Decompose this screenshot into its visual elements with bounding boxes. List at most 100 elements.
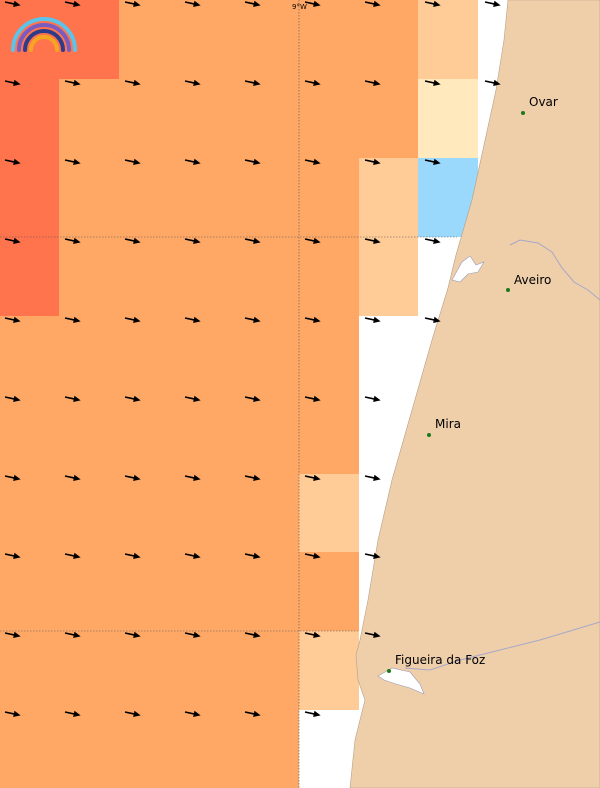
direction-arrow-icon — [364, 79, 381, 87]
direction-arrow-icon — [124, 552, 141, 560]
forecast-cell — [59, 79, 119, 158]
forecast-cell — [418, 79, 478, 158]
direction-arrow-icon — [304, 474, 321, 482]
direction-arrow-icon — [4, 158, 21, 166]
direction-arrow-icon — [124, 631, 141, 639]
direction-arrow-icon — [304, 710, 321, 718]
forecast-cell — [299, 316, 359, 395]
place-label: Figueira da Foz — [395, 653, 485, 667]
forecast-cell — [418, 0, 478, 79]
direction-arrow-icon — [124, 474, 141, 482]
direction-arrow-icon — [4, 710, 21, 718]
forecast-cell — [359, 0, 418, 79]
forecast-cell — [239, 158, 299, 237]
direction-arrow-icon — [244, 631, 261, 639]
forecast-cell — [179, 316, 239, 395]
forecast-cell — [299, 395, 359, 474]
place-mira: Mira — [427, 417, 461, 437]
direction-arrow-icon — [184, 552, 201, 560]
district-border — [404, 621, 600, 671]
forecast-cell — [59, 474, 119, 552]
forecast-cell — [59, 395, 119, 474]
direction-arrow-icon — [364, 474, 381, 482]
forecast-cell — [359, 237, 418, 316]
forecast-cell — [119, 79, 179, 158]
direction-arrow-icon — [64, 474, 81, 482]
place-aveiro: Aveiro — [506, 273, 551, 292]
graticule-label: 9°W — [292, 3, 307, 11]
forecast-cell — [59, 0, 119, 79]
forecast-cell — [239, 631, 299, 710]
direction-arrow-icon — [304, 631, 321, 639]
forecast-cell — [119, 710, 179, 788]
forecast-cell — [0, 79, 59, 158]
direction-arrow-icon — [244, 158, 261, 166]
direction-arrow-icon — [4, 395, 21, 403]
forecast-cell — [299, 552, 359, 631]
direction-arrow-icon — [64, 552, 81, 560]
place-ovar: Ovar — [521, 95, 558, 115]
forecast-cell — [0, 316, 59, 395]
forecast-cell — [59, 237, 119, 316]
direction-arrow-icon — [244, 710, 261, 718]
direction-arrow-icon — [304, 395, 321, 403]
direction-arrow-icon — [184, 158, 201, 166]
direction-arrow-icon — [244, 0, 261, 8]
aveiro-lagoon — [451, 255, 485, 283]
forecast-cell — [0, 474, 59, 552]
forecast-cell — [299, 237, 359, 316]
place-marker — [506, 288, 510, 292]
direction-arrow-icon — [64, 237, 81, 245]
direction-arrow-icon — [244, 79, 261, 87]
direction-arrow-icon — [4, 631, 21, 639]
forecast-cell — [239, 710, 299, 788]
forecast-cell — [119, 0, 179, 79]
forecast-cell — [119, 316, 179, 395]
forecast-cell — [59, 710, 119, 788]
direction-arrow-icon — [244, 552, 261, 560]
forecast-cell — [0, 237, 59, 316]
forecast-cell — [299, 474, 359, 552]
direction-arrow-icon — [364, 316, 381, 324]
forecast-cell — [0, 158, 59, 237]
direction-arrow-icon — [184, 316, 201, 324]
forecast-cell — [0, 552, 59, 631]
direction-arrow-icon — [124, 158, 141, 166]
direction-arrow-icon — [244, 395, 261, 403]
forecast-cell — [179, 395, 239, 474]
forecast-cell — [179, 631, 239, 710]
forecast-cell — [179, 710, 239, 788]
forecast-cell — [59, 158, 119, 237]
forecast-cell — [239, 237, 299, 316]
direction-arrow-icon — [304, 158, 321, 166]
direction-arrow-icon — [184, 631, 201, 639]
land-mass — [349, 0, 600, 788]
forecast-cell — [119, 552, 179, 631]
direction-arrow-icon — [304, 0, 321, 8]
direction-arrow-icon — [4, 316, 21, 324]
direction-arrow-icon — [364, 158, 381, 166]
mondego-estuary — [377, 667, 425, 695]
direction-arrow-icon — [124, 395, 141, 403]
district-border — [509, 239, 600, 301]
forecast-cell — [239, 316, 299, 395]
forecast-cell — [59, 552, 119, 631]
direction-arrow-icon — [424, 0, 441, 8]
graticule — [0, 0, 457, 788]
direction-arrow-icon — [64, 710, 81, 718]
forecast-cell — [179, 474, 239, 552]
direction-arrows — [4, 0, 501, 718]
direction-arrow-icon — [184, 710, 201, 718]
direction-arrow-icon — [184, 79, 201, 87]
forecast-cell — [0, 631, 59, 710]
forecast-cell — [239, 0, 299, 79]
forecast-cell — [119, 158, 179, 237]
direction-arrow-icon — [64, 631, 81, 639]
direction-arrow-icon — [184, 395, 201, 403]
direction-arrow-icon — [364, 0, 381, 8]
place-marker — [427, 433, 431, 437]
direction-arrow-icon — [244, 316, 261, 324]
direction-arrow-icon — [64, 158, 81, 166]
direction-arrow-icon — [484, 0, 501, 8]
